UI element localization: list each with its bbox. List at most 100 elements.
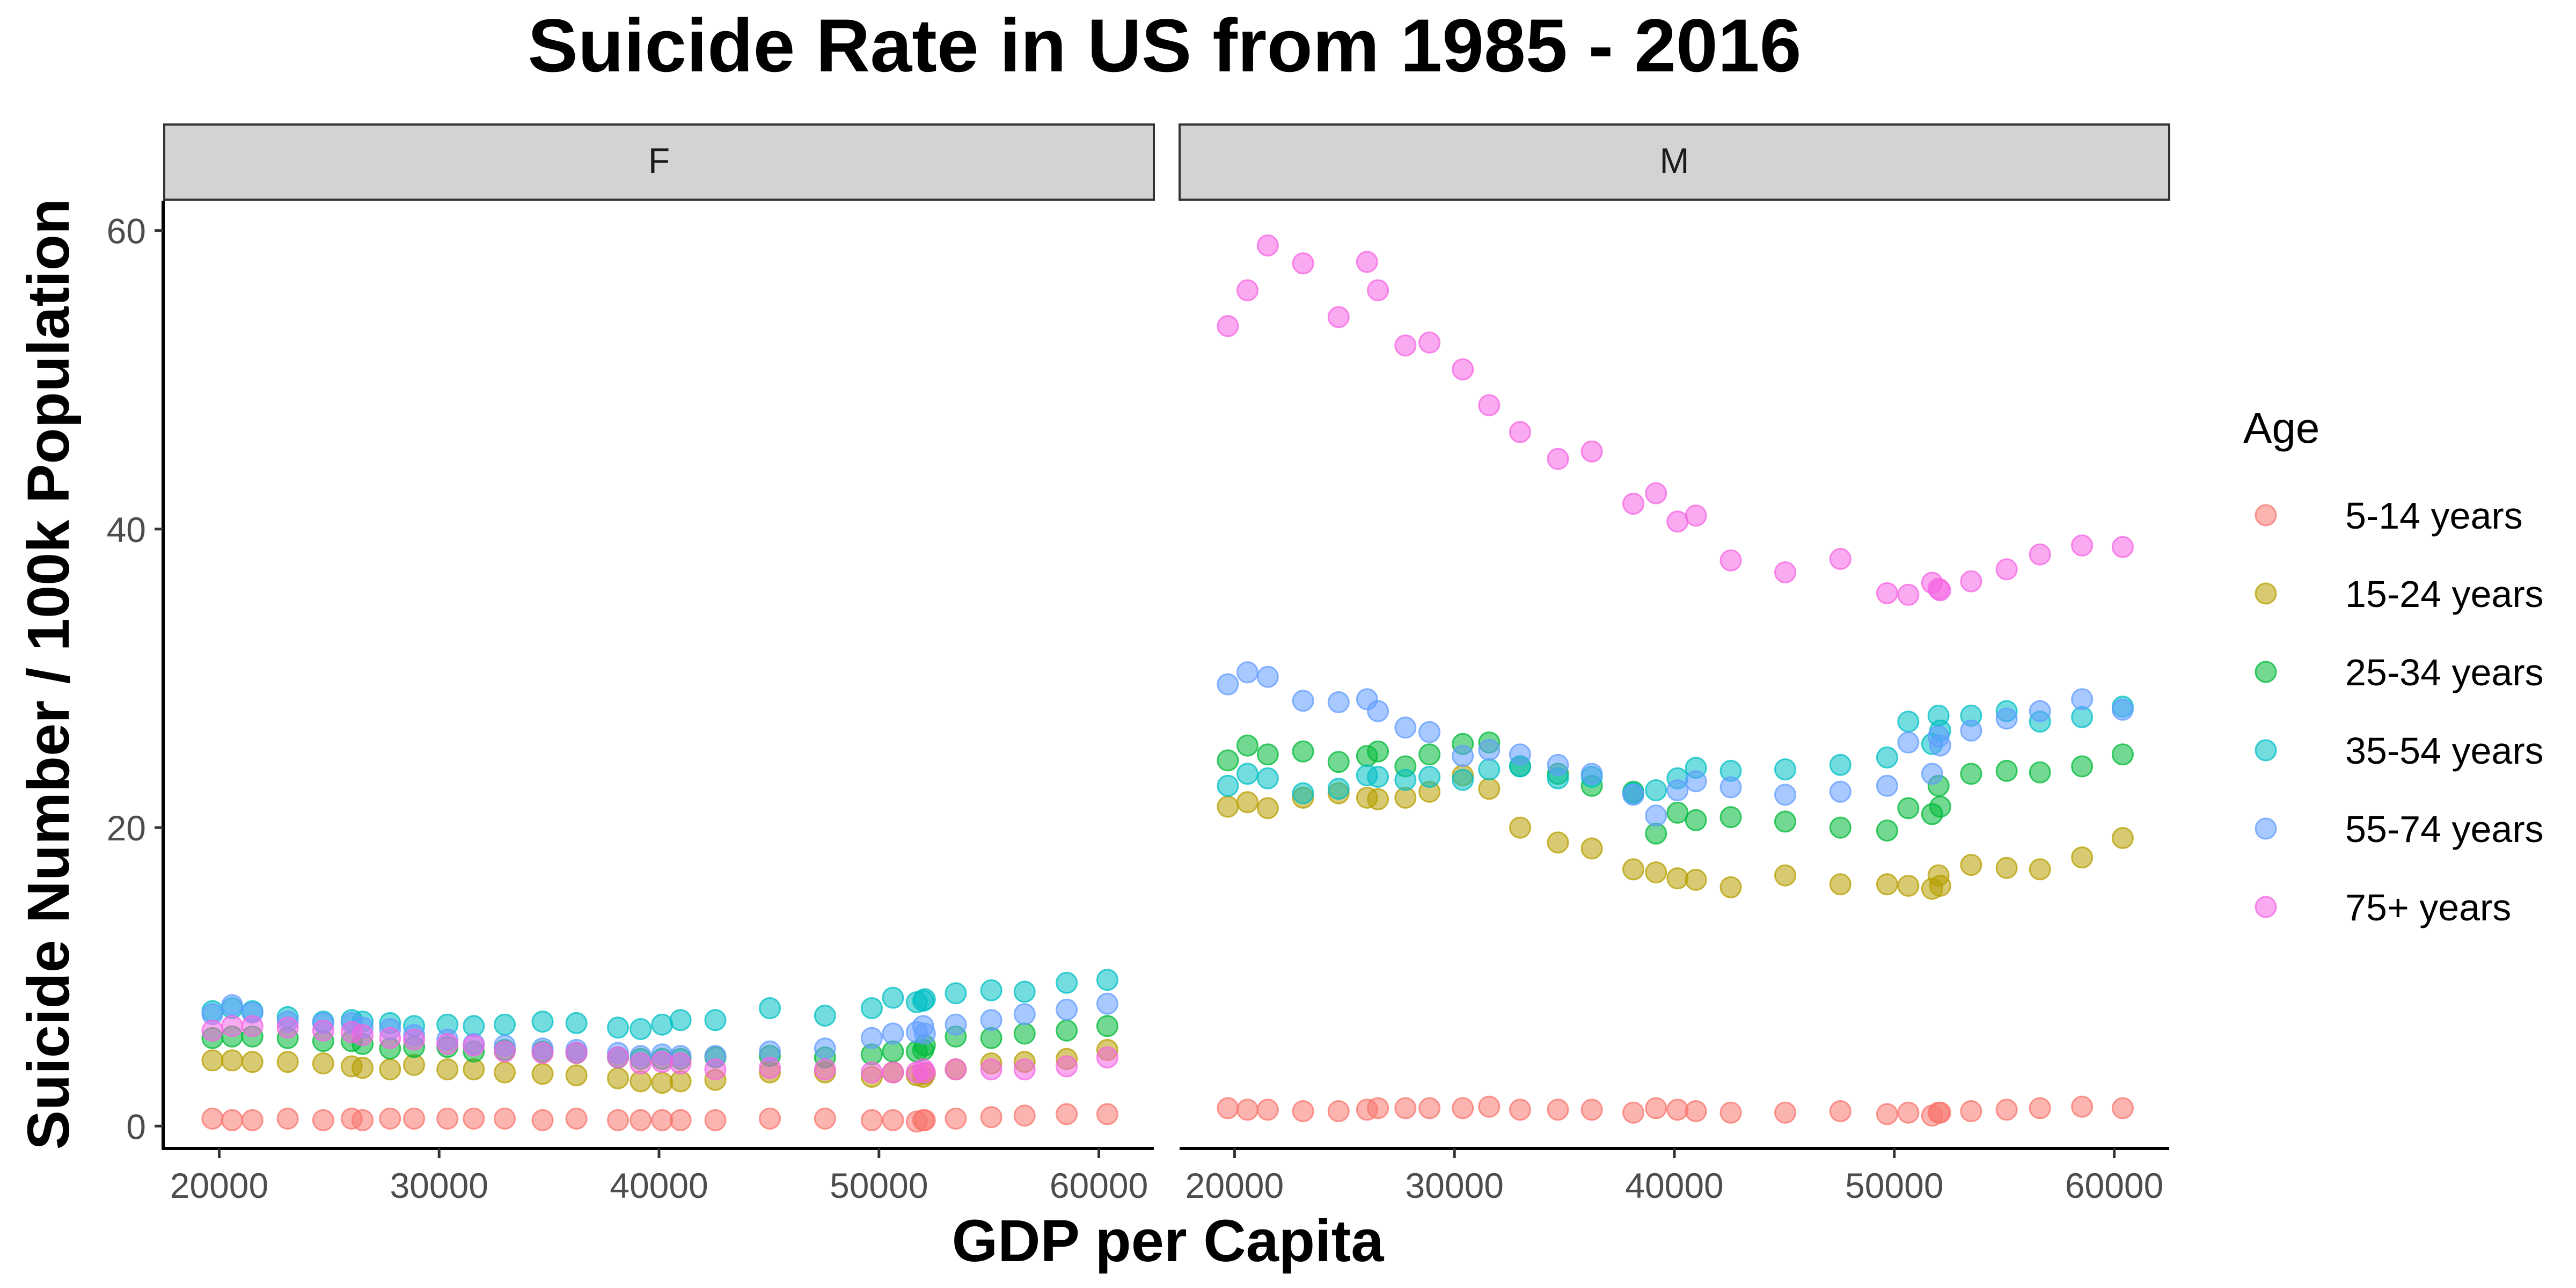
legend-label: 15-24 years — [2345, 573, 2544, 615]
data-point-m-series-0 — [1256, 1099, 1279, 1121]
data-point-f-series-5 — [201, 1019, 224, 1042]
data-point-m-series-1 — [2029, 858, 2051, 881]
data-point-m-series-1 — [1897, 875, 1920, 897]
y-tick-label: 20 — [107, 808, 146, 848]
data-point-f-series-5 — [980, 1058, 1002, 1081]
data-point-f-series-1 — [565, 1064, 588, 1087]
data-point-m-series-5 — [1356, 251, 1378, 273]
data-point-f-series-2 — [1096, 1015, 1118, 1037]
data-point-m-series-1 — [1367, 788, 1389, 810]
data-point-f-series-5 — [312, 1019, 334, 1042]
data-point-f-series-0 — [980, 1106, 1002, 1129]
x-tick-label-m: 60000 — [2065, 1166, 2164, 1205]
data-point-f-series-5 — [1013, 1058, 1036, 1081]
data-point-m-series-0 — [1960, 1100, 1982, 1122]
data-point-f-series-0 — [704, 1109, 727, 1131]
data-point-f-series-5 — [436, 1033, 459, 1055]
data-point-m-series-5 — [1645, 482, 1667, 504]
data-point-f-series-3 — [669, 1009, 692, 1031]
data-point-m-series-0 — [2111, 1097, 2134, 1119]
data-point-m-series-1 — [1217, 795, 1239, 818]
data-point-m-series-5 — [1580, 440, 1603, 463]
legend-item: 5-14 years — [2255, 495, 2523, 537]
data-point-m-series-3 — [1367, 766, 1389, 788]
data-point-m-series-4 — [1580, 763, 1603, 785]
data-point-f-series-0 — [531, 1109, 554, 1131]
data-point-m-series-5 — [1327, 306, 1350, 328]
data-point-m-series-2 — [2029, 761, 2051, 784]
data-point-f-series-0 — [403, 1107, 426, 1130]
data-point-f-series-5 — [945, 1058, 967, 1081]
data-point-f-series-3 — [882, 986, 904, 1009]
data-point-f-series-1 — [436, 1058, 459, 1081]
data-point-m-series-5 — [1478, 394, 1501, 416]
data-point-m-series-4 — [1292, 690, 1314, 712]
data-point-f-series-2 — [1013, 1022, 1036, 1045]
x-tick-label-f: 20000 — [170, 1166, 269, 1205]
data-point-m-series-3 — [1418, 766, 1441, 788]
legend-key-marker — [2255, 739, 2277, 762]
data-point-m-series-0 — [1995, 1099, 2018, 1121]
legend-key-marker — [2255, 504, 2277, 526]
data-point-f-series-0 — [607, 1109, 629, 1131]
data-point-m-series-1 — [1236, 791, 1258, 814]
data-point-m-series-5 — [1719, 549, 1742, 572]
data-point-m-series-5 — [1829, 548, 1851, 570]
y-tick-label: 60 — [107, 211, 146, 251]
data-point-m-series-1 — [1645, 861, 1667, 883]
x-tick-label-f: 30000 — [390, 1166, 488, 1205]
data-point-m-series-0 — [2029, 1097, 2051, 1119]
data-point-m-series-2 — [1829, 816, 1851, 839]
legend-item: 35-54 years — [2255, 730, 2544, 772]
data-point-f-series-5 — [379, 1027, 401, 1049]
data-point-m-series-2 — [1327, 751, 1350, 773]
data-point-f-series-4 — [913, 1022, 936, 1045]
data-point-m-series-4 — [1719, 776, 1742, 799]
legend-label: 75+ years — [2345, 887, 2511, 928]
data-point-f-series-1 — [607, 1067, 629, 1089]
data-point-m-series-2 — [1292, 740, 1314, 763]
data-point-m-series-4 — [2029, 700, 2051, 722]
data-point-m-series-4 — [1452, 745, 1474, 767]
data-point-m-series-5 — [1622, 493, 1644, 515]
data-point-m-series-1 — [1547, 831, 1569, 854]
data-point-m-series-1 — [1622, 858, 1644, 881]
data-point-f-series-5 — [494, 1040, 516, 1063]
data-point-f-series-3 — [565, 1012, 588, 1034]
data-point-f-series-5 — [1096, 1046, 1118, 1069]
data-point-m-series-1 — [1685, 868, 1707, 891]
data-point-f-series-0 — [463, 1107, 485, 1130]
data-point-f-series-5 — [221, 1015, 243, 1037]
data-point-f-series-3 — [630, 1018, 652, 1040]
data-point-m-series-4 — [1394, 716, 1417, 739]
data-point-m-series-0 — [1394, 1097, 1417, 1119]
data-point-f-series-0 — [201, 1107, 224, 1130]
x-tick-label-f: 50000 — [830, 1166, 928, 1205]
facet-strip-m — [1179, 123, 2170, 201]
data-point-m-series-3 — [1394, 769, 1417, 791]
data-point-f-series-4 — [1056, 998, 1078, 1021]
y-tick-label: 0 — [126, 1107, 146, 1146]
data-point-f-series-5 — [630, 1052, 652, 1074]
data-point-f-series-3 — [1096, 969, 1118, 991]
data-point-m-series-1 — [1580, 837, 1603, 860]
data-point-m-series-4 — [1327, 691, 1350, 713]
data-point-m-series-2 — [1929, 795, 1951, 818]
data-point-m-series-4 — [1829, 780, 1851, 803]
facet-label-m: M — [1660, 141, 1689, 180]
data-point-f-series-1 — [241, 1051, 264, 1073]
data-point-m-series-5 — [1960, 570, 1982, 592]
data-point-f-series-1 — [221, 1049, 243, 1072]
legend-label: 5-14 years — [2345, 495, 2523, 537]
data-point-m-series-0 — [1829, 1100, 1851, 1122]
data-point-m-series-5 — [1929, 579, 1951, 602]
data-point-m-series-5 — [1452, 358, 1474, 380]
data-point-f-series-0 — [759, 1107, 781, 1130]
data-point-m-series-0 — [1509, 1099, 1531, 1121]
data-point-f-series-0 — [221, 1109, 243, 1131]
data-point-m-series-5 — [1418, 331, 1441, 354]
data-point-m-series-0 — [1929, 1101, 1951, 1124]
data-point-m-series-5 — [1367, 279, 1389, 302]
data-point-f-series-1 — [531, 1063, 554, 1085]
legend-key-marker — [2255, 896, 2277, 918]
